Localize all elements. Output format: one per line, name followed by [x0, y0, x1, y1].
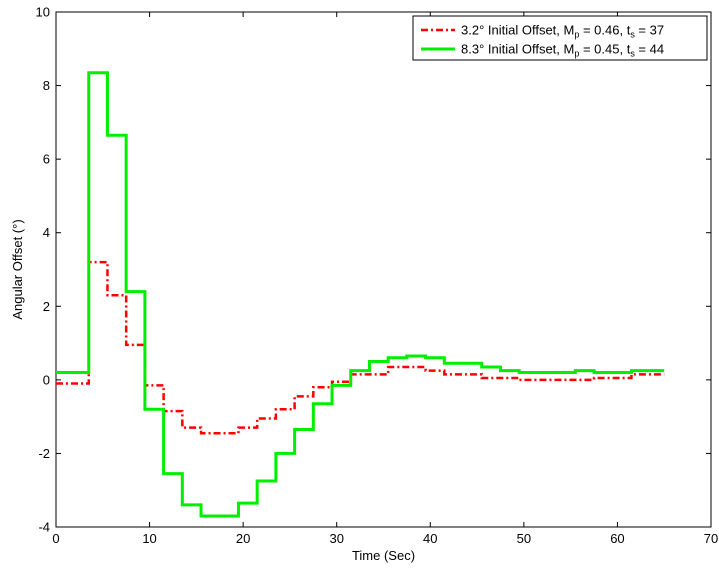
legend-label-part: p	[574, 49, 579, 59]
y-tick-label: 6	[43, 152, 50, 167]
plot-frame	[55, 11, 712, 528]
x-tick-label: 70	[704, 531, 718, 546]
legend-box	[412, 15, 708, 61]
legend: 3.2° Initial Offset, Mp = 0.46, ts = 378…	[412, 15, 708, 61]
x-tick-label: 30	[329, 531, 343, 546]
legend-label-1: 3.2° Initial Offset, Mp = 0.46, ts = 37	[461, 23, 664, 40]
x-tick-label: 10	[142, 531, 156, 546]
x-axis-ticks: 0 10 20 30 40 50 60 70	[52, 12, 718, 546]
x-tick-label: 40	[423, 531, 437, 546]
y-axis-label: Angular Offset (°)	[10, 219, 25, 319]
y-tick-label: 10	[36, 5, 50, 20]
legend-label-part: 8.3° Initial Offset, M	[461, 42, 574, 57]
y-tick-label: -4	[38, 520, 50, 535]
legend-label-part: 3.2° Initial Offset, M	[461, 23, 574, 38]
y-tick-label: 0	[43, 372, 50, 387]
legend-label-part: s	[630, 30, 635, 40]
legend-label-part: p	[574, 30, 579, 40]
legend-label-part: = 37	[635, 23, 664, 38]
series-line-2	[56, 71, 665, 518]
x-axis-label: Time (Sec)	[352, 548, 415, 563]
y-tick-label: 4	[43, 225, 50, 240]
x-tick-label: 60	[610, 531, 624, 546]
legend-label-part: = 0.45, t	[579, 42, 630, 57]
y-tick-label: -2	[38, 446, 50, 461]
legend-label-part: s	[630, 49, 635, 59]
series-line-1	[56, 260, 665, 435]
y-axis-ticks: -4 -2 0 2 4 6 8 10	[36, 5, 711, 535]
x-tick-label: 50	[517, 531, 531, 546]
y-tick-label: 8	[43, 78, 50, 93]
legend-label-2: 8.3° Initial Offset, Mp = 0.45, ts = 44	[461, 42, 664, 59]
y-tick-label: 2	[43, 299, 50, 314]
legend-label-part: = 44	[635, 42, 664, 57]
x-tick-label: 0	[52, 531, 59, 546]
legend-label-part: = 0.46, t	[579, 23, 630, 38]
series-layer	[56, 71, 665, 518]
x-tick-label: 20	[236, 531, 250, 546]
